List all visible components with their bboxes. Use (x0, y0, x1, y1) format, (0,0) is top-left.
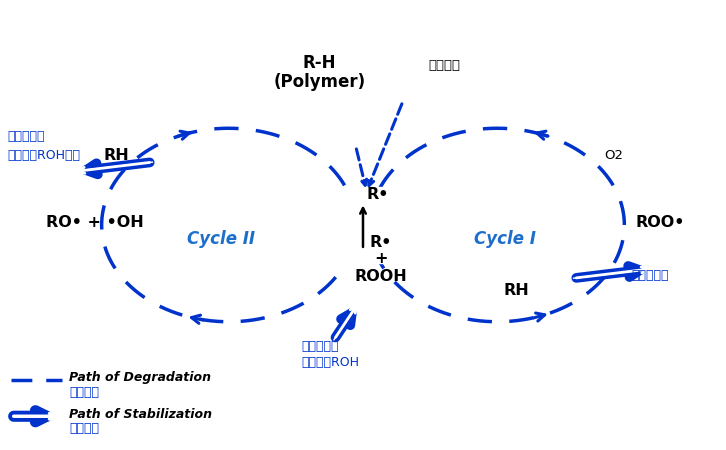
Text: (Polymer): (Polymer) (274, 73, 365, 91)
Text: RH: RH (504, 284, 529, 298)
Text: +: + (375, 251, 388, 266)
Text: Cycle I: Cycle I (473, 230, 536, 248)
Text: Path of Stabilization: Path of Stabilization (69, 408, 212, 420)
Text: R-H: R-H (303, 54, 336, 72)
Text: RH: RH (103, 148, 129, 163)
Text: ROOH: ROOH (355, 269, 407, 284)
Text: Cycle II: Cycle II (187, 230, 256, 248)
Text: 酚类抗氧剂: 酚类抗氧剂 (7, 130, 45, 143)
Text: 亚磷酸酯，: 亚磷酸酯， (301, 340, 339, 353)
Text: O2: O2 (604, 149, 623, 162)
Text: 降解方式: 降解方式 (69, 387, 99, 399)
Text: R•: R• (370, 234, 392, 250)
Text: 反应产物ROH: 反应产物ROH (301, 356, 359, 369)
Text: 反应产物ROH和水: 反应产物ROH和水 (7, 149, 81, 162)
Bar (323, 187, 403, 263)
Text: ROO•: ROO• (636, 215, 685, 230)
Text: 剪切、热: 剪切、热 (428, 59, 460, 72)
Text: Path of Degradation: Path of Degradation (69, 372, 211, 384)
Text: 酚类抗氧剂: 酚类抗氧剂 (632, 269, 669, 282)
Text: 稳定方式: 稳定方式 (69, 423, 99, 435)
Text: RO• + •OH: RO• + •OH (46, 215, 143, 230)
Text: R•: R• (367, 187, 388, 202)
